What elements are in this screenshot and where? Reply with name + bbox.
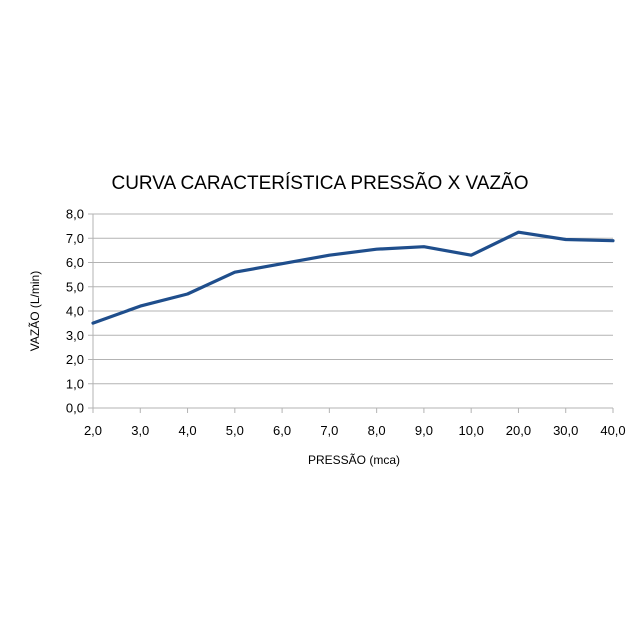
y-tick-label: 3,0 bbox=[66, 328, 84, 343]
x-tick-label: 9,0 bbox=[415, 423, 433, 438]
x-tick-label: 5,0 bbox=[226, 423, 244, 438]
series-line bbox=[91, 230, 615, 325]
series-layer bbox=[91, 230, 615, 325]
gridlines bbox=[88, 213, 614, 413]
chart-title: CURVA CARACTERÍSTICA PRESSÃO X VAZÃO bbox=[111, 172, 528, 194]
y-tick-label: 2,0 bbox=[66, 352, 84, 367]
x-tick-label: 7,0 bbox=[320, 423, 338, 438]
x-tick-label: 6,0 bbox=[273, 423, 291, 438]
y-tick-label: 0,0 bbox=[66, 401, 84, 416]
x-tick-label: 40,0 bbox=[600, 423, 625, 438]
y-tick-labels: 0,0 1,0 2,0 3,0 4,0 5,0 6,0 7,0 8,0 bbox=[66, 207, 84, 416]
x-tick-label: 10,0 bbox=[459, 423, 484, 438]
x-tick-label: 3,0 bbox=[131, 423, 149, 438]
y-tick-label: 1,0 bbox=[66, 376, 84, 391]
x-tick-label: 4,0 bbox=[179, 423, 197, 438]
x-tick-label: 20,0 bbox=[506, 423, 531, 438]
y-tick-label: 7,0 bbox=[66, 231, 84, 246]
x-tick-label: 8,0 bbox=[368, 423, 386, 438]
y-tick-label: 4,0 bbox=[66, 304, 84, 319]
x-tick-label: 30,0 bbox=[553, 423, 578, 438]
x-tick-label: 2,0 bbox=[84, 423, 102, 438]
y-tick-label: 8,0 bbox=[66, 207, 84, 222]
x-axis-label: PRESSÃO (mca) bbox=[308, 453, 400, 467]
y-axis-label: VAZÃO (L/min) bbox=[28, 271, 42, 351]
y-tick-label: 5,0 bbox=[66, 279, 84, 294]
x-tick-labels: 2,0 3,0 4,0 5,0 6,0 7,0 8,0 9,0 10,0 20,0 30,0 40,0 bbox=[84, 423, 626, 438]
y-tick-label: 6,0 bbox=[66, 255, 84, 270]
